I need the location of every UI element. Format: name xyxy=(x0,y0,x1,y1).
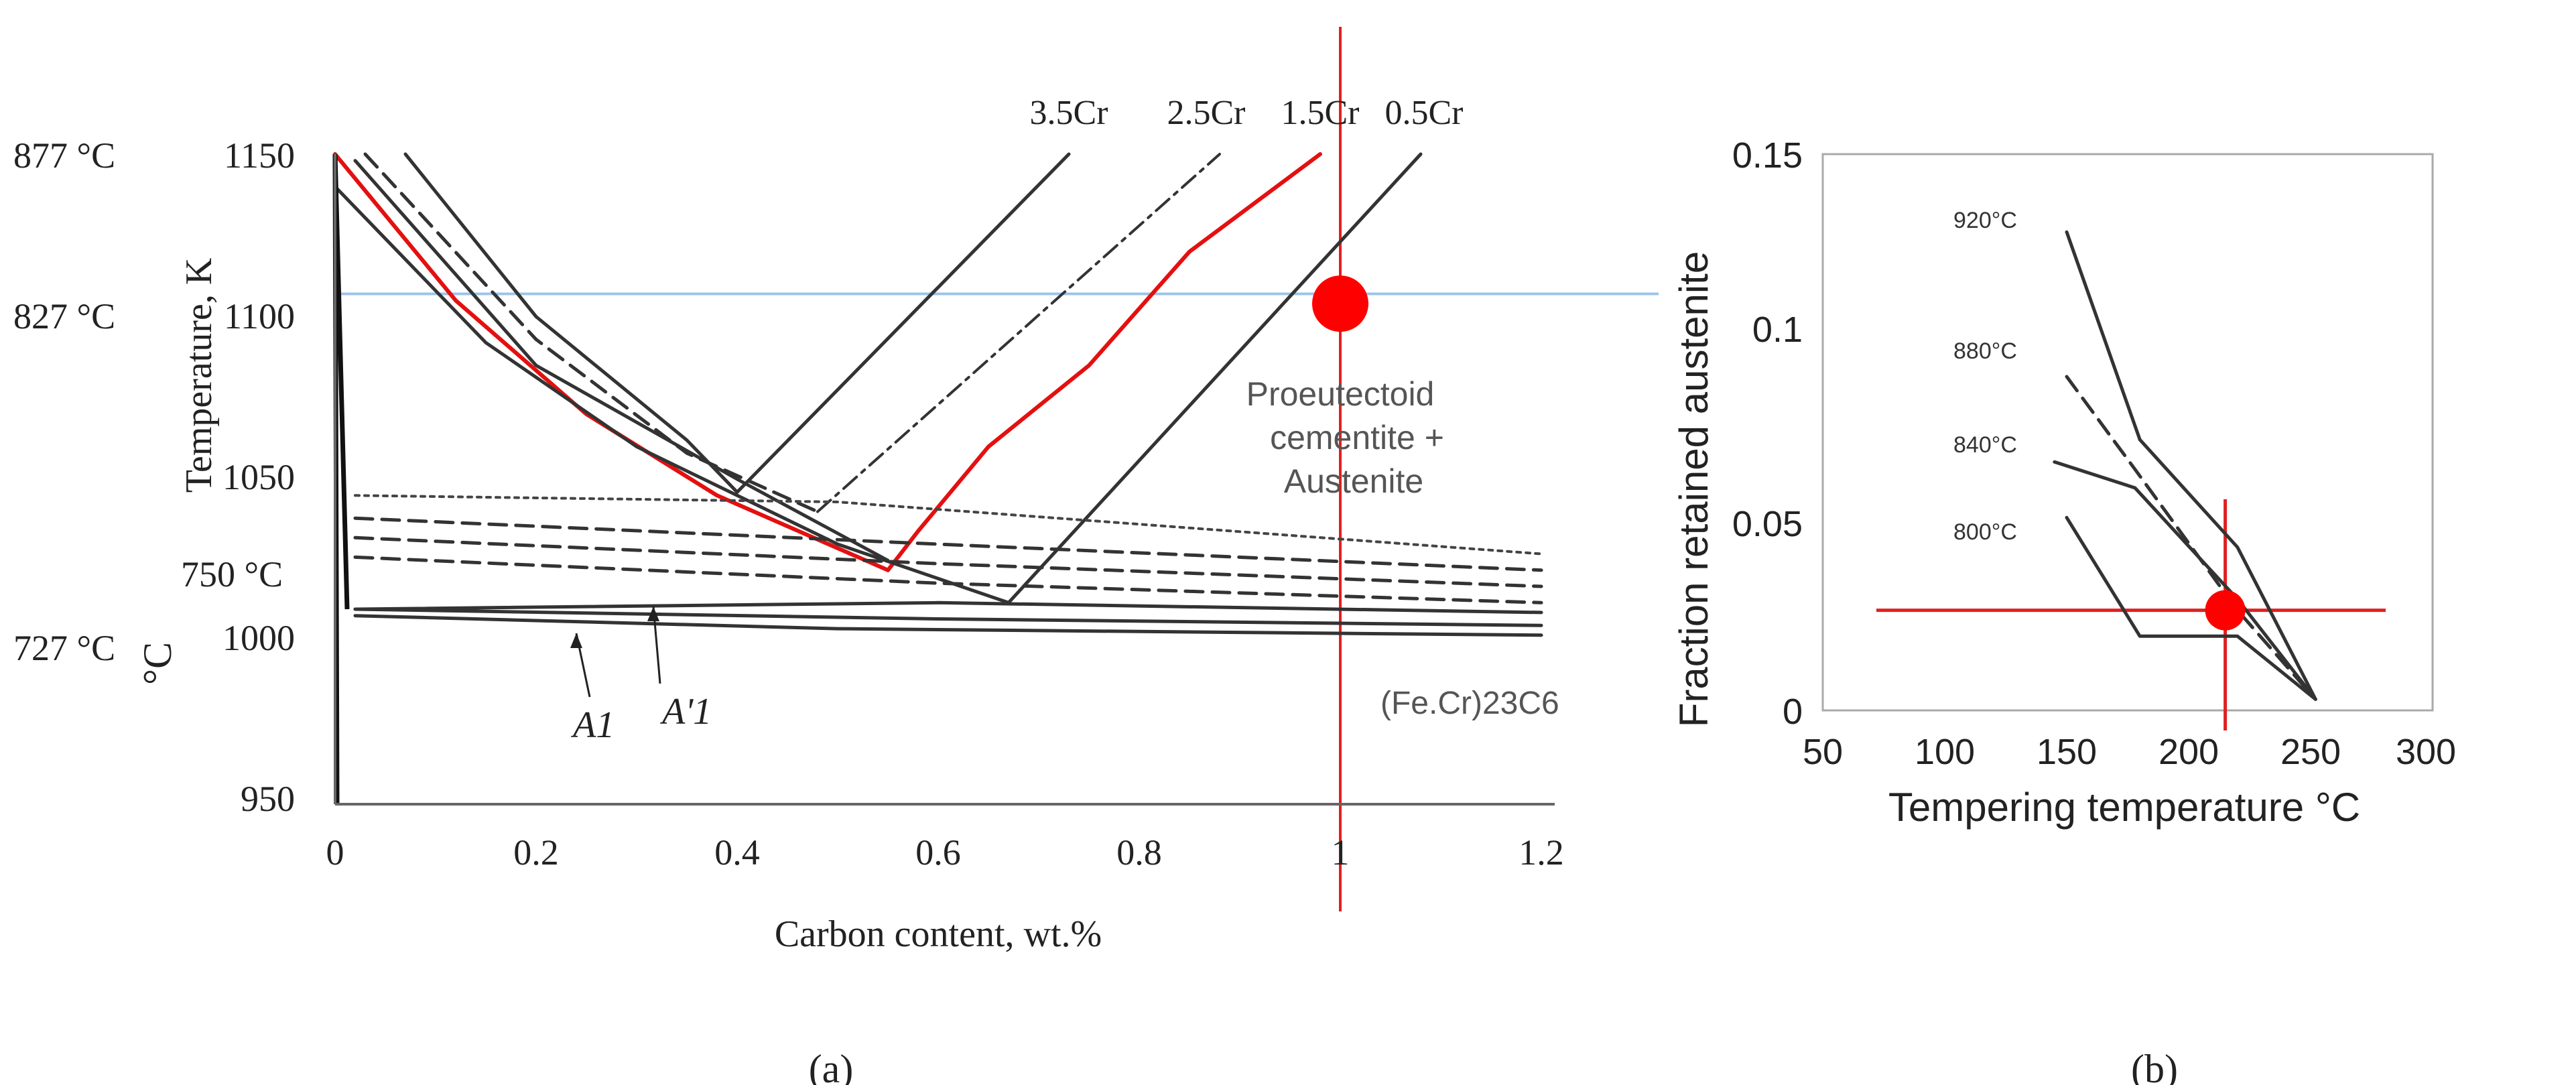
panel-b-caption: (b) xyxy=(2131,1047,2178,1085)
panel-a-celsius-axis-symbol: °C xyxy=(135,642,180,685)
panel-b-y-ticks: 0.15 0.1 0.05 0 xyxy=(1732,135,1803,732)
panel-b-plot-marks xyxy=(1876,230,2386,730)
panel-a-arrow-labels: A1 A'1 xyxy=(570,691,712,746)
panel-a: 0 0.2 0.4 0.6 0.8 1 1.2 1150 1100 1050 1… xyxy=(13,27,1659,1085)
panel-b-series-920-c xyxy=(2065,230,2317,701)
panel-a-x-tick-label: 1 xyxy=(1332,832,1350,873)
panel-b-x-tick-label: 250 xyxy=(2280,732,2341,772)
panel-b-x-axis-label: Tempering temperature °C xyxy=(1888,785,2360,830)
legend-2-5cr: 2.5Cr xyxy=(1167,94,1246,132)
panel-a-region-label-carbide: (Fe.Cr)23C6 xyxy=(1380,686,1559,721)
panel-a-series-a1-band-2 xyxy=(353,516,1543,572)
panel-b: 0.15 0.1 0.05 0 50 100 150 200 250 300 F… xyxy=(1671,135,2456,1085)
panel-a-series-a1-solid xyxy=(353,614,1543,637)
legend-0-5cr: 0.5Cr xyxy=(1385,94,1464,132)
panel-a-y-axis-label: Temperature, K xyxy=(178,258,220,493)
panel-a-y-tick-label: 1000 xyxy=(222,618,295,658)
panel-a-axes xyxy=(334,154,1555,806)
panel-a-y-tick-label: 1100 xyxy=(224,296,295,336)
panel-a-series-acm-3-5cr xyxy=(735,152,1071,494)
panel-a-series-a3-2-5cr xyxy=(363,152,820,513)
panel-a-series-a1-band-3 xyxy=(353,535,1543,588)
region-label-line: Proeutectoid xyxy=(1246,375,1435,413)
panel-b-y-tick-label: 0.1 xyxy=(1752,310,1803,350)
arrow-label-a1: A1 xyxy=(570,704,615,746)
panel-a-series-acm-2-5cr xyxy=(816,153,1221,513)
panel-b-y-tick-label: 0.15 xyxy=(1732,135,1803,176)
panel-b-x-tick-label: 200 xyxy=(2159,732,2219,772)
legend-1-5cr: 1.5Cr xyxy=(1281,94,1360,132)
panel-b-series-840-c xyxy=(2053,460,2317,701)
arrow-label-a-prime-1: A'1 xyxy=(659,691,712,732)
legend-3-5cr: 3.5Cr xyxy=(1030,94,1108,132)
panel-a-series-acm-1-5cr xyxy=(886,152,1322,572)
panel-a-x-tick-label: 1.2 xyxy=(1519,832,1564,873)
panel-b-y-tick-label: 0 xyxy=(1783,692,1803,732)
panel-a-x-tick-label: 0.2 xyxy=(513,832,559,873)
panel-a-y-tick-label: 950 xyxy=(241,779,295,819)
panel-b-series-880-c xyxy=(2065,375,2317,701)
panel-a-region-label-cementite: Proeutectoid cementite + Austenite xyxy=(1246,375,1444,500)
celsius-annotation-827: 827 °C xyxy=(13,296,115,336)
series-label-840: 840°C xyxy=(1953,432,2017,458)
panel-a-y-tick-label: 1150 xyxy=(224,135,295,176)
celsius-annotation-727: 727 °C xyxy=(13,628,115,668)
panel-a-series-acm-0-5cr xyxy=(1007,152,1423,604)
panel-a-x-tick-label: 0 xyxy=(326,832,344,873)
panel-a-x-axis-label: Carbon content, wt.% xyxy=(775,913,1102,955)
panel-a-x-tick-label: 0.4 xyxy=(714,832,760,873)
region-label-line: cementite + xyxy=(1270,419,1444,456)
panel-b-y-tick-label: 0.05 xyxy=(1732,504,1803,544)
panel-a-x-tick-label: 0.6 xyxy=(915,832,961,873)
celsius-annotation-750: 750 °C xyxy=(181,554,283,594)
panel-a-series-a-1-solid xyxy=(353,607,1543,627)
series-label-800: 800°C xyxy=(1953,519,2017,545)
series-label-920: 920°C xyxy=(1953,208,2017,233)
panel-a-plot-marks xyxy=(332,27,1659,911)
panel-b-x-tick-label: 50 xyxy=(1803,732,1843,772)
panel-b-x-ticks: 50 100 150 200 250 300 xyxy=(1803,732,2456,772)
panel-a-series-a1-band-1 xyxy=(354,494,1543,556)
panel-a-caption: (a) xyxy=(809,1047,854,1085)
panel-a-series-upper-solid xyxy=(353,600,1543,615)
panel-a-series-a3-extra xyxy=(353,159,890,562)
panel-a-x-tick-label: 0.8 xyxy=(1116,832,1162,873)
region-label-line: Austenite xyxy=(1284,462,1423,500)
panel-b-x-tick-label: 150 xyxy=(2037,732,2097,772)
panel-a-y-ticks: 1150 1100 1050 1000 950 xyxy=(222,135,295,819)
panel-b-highlight-marker xyxy=(2205,590,2246,631)
arrow-a1-head xyxy=(570,633,582,648)
series-label-880: 880°C xyxy=(1953,338,2017,364)
panel-a-celsius-annotations: 877 °C 827 °C 750 °C 727 °C xyxy=(13,135,283,668)
panel-a-legend: 3.5Cr 2.5Cr 1.5Cr 0.5Cr xyxy=(1030,94,1464,132)
panel-a-series-a3-0-5cr xyxy=(333,185,1011,604)
panel-a-series-a1-band-4 xyxy=(353,555,1543,604)
panel-a-series-a3-1-5cr xyxy=(333,152,890,572)
panel-a-highlight-marker xyxy=(1312,275,1368,332)
panel-a-y-tick-label: 1050 xyxy=(222,457,295,497)
panel-b-series-labels: 920°C 880°C 840°C 800°C xyxy=(1953,208,2017,545)
panel-b-x-tick-label: 100 xyxy=(1915,732,1975,772)
panel-b-x-tick-label: 300 xyxy=(2396,732,2456,772)
panel-b-plot-frame xyxy=(1821,153,2434,712)
panel-b-series-800-c xyxy=(2065,515,2317,701)
panel-a-x-ticks: 0 0.2 0.4 0.6 0.8 1 1.2 xyxy=(326,832,1564,873)
arrow-a-prime-1-head xyxy=(647,607,659,621)
celsius-annotation-877: 877 °C xyxy=(13,135,115,176)
panel-b-y-axis-label: Fraction retained austenite xyxy=(1671,251,1716,727)
